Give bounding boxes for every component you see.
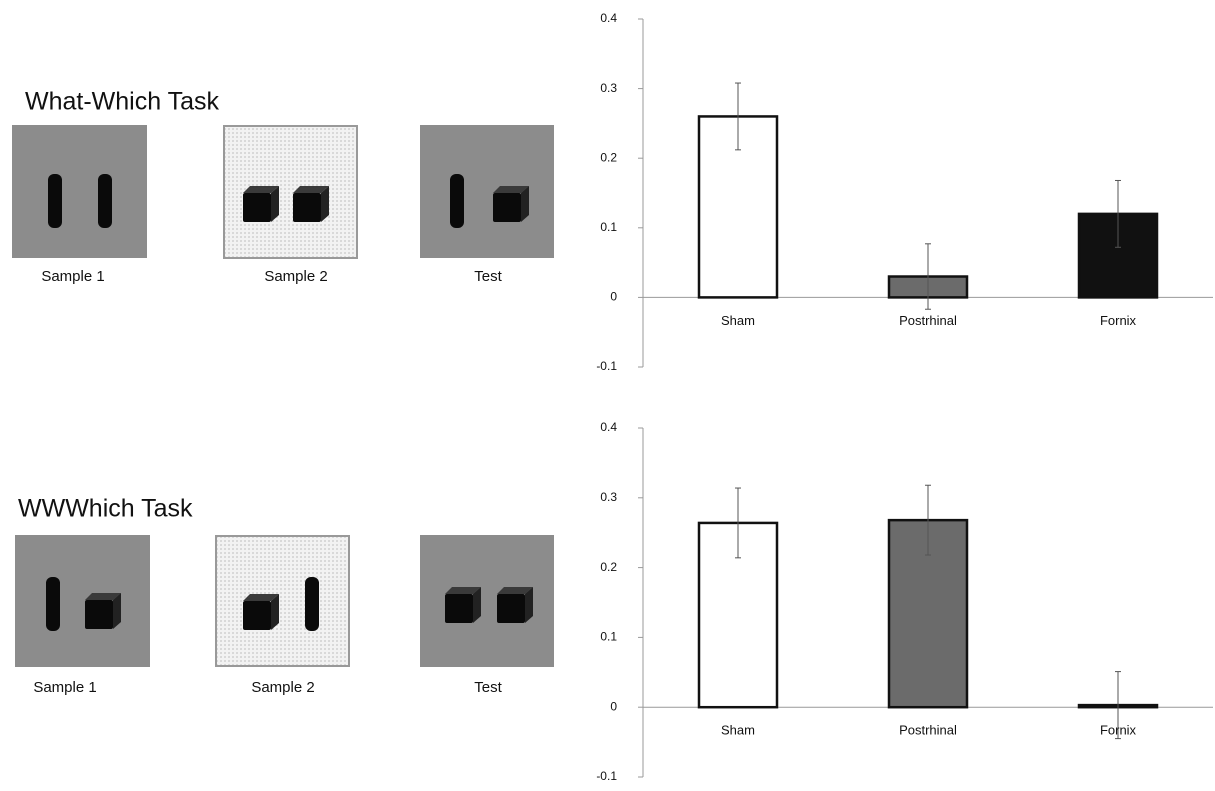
panel [224, 126, 357, 258]
object [85, 593, 121, 629]
task-title: What-Which Task [25, 88, 220, 116]
y-tick-label: 0.4 [600, 420, 617, 434]
panel [420, 125, 554, 258]
y-tick-label: -0.1 [596, 359, 617, 373]
y-tick-label: 0.2 [600, 150, 617, 164]
x-tick-label: Fornix [1100, 723, 1137, 738]
panel [420, 535, 554, 667]
object [493, 186, 529, 222]
object [243, 594, 279, 630]
y-tick-label: 0.4 [600, 11, 617, 25]
panel-label: Sample 1 [33, 679, 96, 696]
object [450, 174, 464, 228]
y-tick-label: 0.1 [600, 220, 617, 234]
x-tick-label: Sham [721, 313, 755, 328]
y-tick-label: -0.1 [596, 769, 617, 783]
panel-label: Sample 1 [41, 268, 104, 285]
object [243, 186, 279, 222]
object [305, 577, 319, 631]
task-title: WWWhich Task [18, 495, 193, 523]
x-tick-label: Postrhinal [899, 723, 957, 738]
panel-label: Test [474, 268, 502, 285]
y-tick-label: 0.2 [600, 560, 617, 574]
x-tick-label: Fornix [1100, 313, 1137, 328]
y-tick-label: 0.3 [600, 490, 617, 504]
object [293, 186, 329, 222]
object [497, 587, 533, 623]
panel-label: Test [474, 679, 502, 696]
panel [216, 536, 349, 666]
y-tick-label: 0 [610, 290, 617, 304]
panel-label: Sample 2 [264, 268, 327, 285]
y-tick-label: 0 [610, 699, 617, 713]
y-tick-label: 0.3 [600, 81, 617, 95]
y-tick-label: 0.1 [600, 630, 617, 644]
x-tick-label: Postrhinal [899, 313, 957, 328]
object [46, 577, 60, 631]
panel-label: Sample 2 [251, 679, 314, 696]
x-tick-label: Sham [721, 723, 755, 738]
object [48, 174, 62, 228]
figure: What-Which Task Sample 1 Sample 2 Test W… [0, 0, 1215, 791]
object [445, 587, 481, 623]
panel [12, 125, 147, 258]
panel [15, 535, 150, 667]
page: {"tasks": [ {"title": "What-Which Task",… [0, 0, 1215, 791]
object [98, 174, 112, 228]
